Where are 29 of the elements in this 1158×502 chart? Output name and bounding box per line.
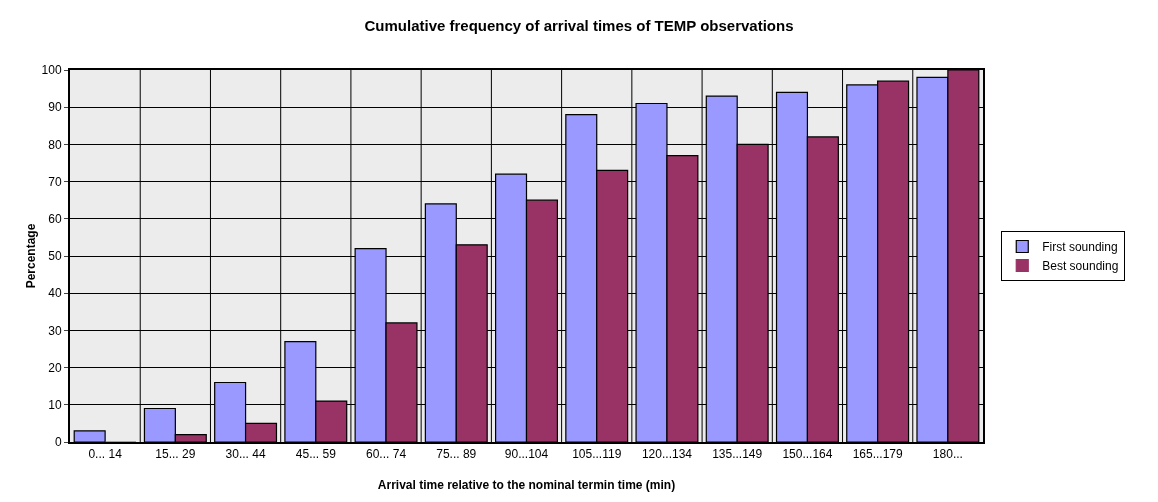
x-tick-label: 135...149 (712, 447, 763, 462)
y-tick-label: 100 (41, 63, 62, 78)
x-tick-label: 60... 74 (366, 447, 407, 462)
x-tick-label: 180... (932, 447, 963, 462)
x-tick-label: 45... 59 (295, 447, 337, 462)
legend-label: Best sounding (1042, 259, 1119, 274)
y-tick-label: 10 (48, 398, 62, 412)
y-tick-label: 70 (48, 174, 62, 189)
y-axis-title: Percentage (24, 223, 38, 289)
x-tick-label: 15... 29 (155, 447, 196, 462)
y-tick-label: 80 (48, 137, 62, 152)
y-tick-label: 0 (54, 435, 62, 450)
y-tick-label: 60 (48, 212, 62, 226)
x-tick-label: 165...179 (852, 447, 903, 462)
x-tick-label: 30... 44 (225, 447, 266, 462)
x-tick-label: 105...119 (572, 447, 622, 462)
y-tick-label: 50 (48, 249, 62, 264)
y-tick-label: 40 (48, 286, 62, 301)
y-tick-label: 30 (48, 323, 62, 338)
x-axis-title: Arrival time relative to the nominal termin time (min) (377, 478, 676, 492)
x-tick-label: 120...134 (641, 447, 693, 462)
x-tick-label: 150...164 (782, 447, 833, 462)
y-tick-label: 90 (48, 100, 62, 115)
x-tick-label: 75... 89 (436, 447, 477, 462)
chart-title: Cumulative frequency of arrival times of TEMP observations (364, 16, 794, 34)
legend-label: First sounding (1042, 240, 1118, 255)
x-tick-label: 90...104 (504, 447, 549, 462)
y-tick-label: 20 (48, 360, 62, 375)
x-tick-label: 0... 14 (88, 447, 123, 462)
